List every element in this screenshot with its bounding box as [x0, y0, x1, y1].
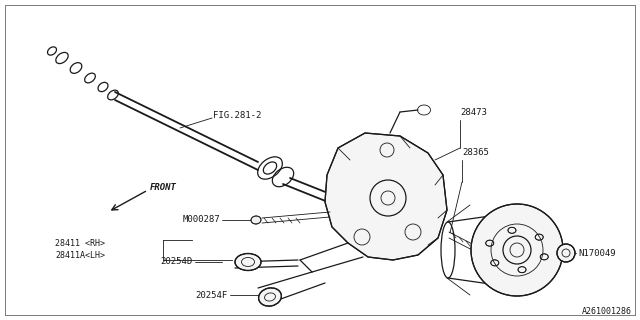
Ellipse shape: [486, 240, 493, 246]
Ellipse shape: [540, 254, 548, 260]
Text: 28411A<LH>: 28411A<LH>: [55, 252, 105, 260]
Ellipse shape: [251, 216, 261, 224]
Circle shape: [557, 244, 575, 262]
Ellipse shape: [235, 253, 261, 270]
Text: 28473: 28473: [460, 108, 487, 116]
Ellipse shape: [535, 234, 543, 240]
Ellipse shape: [259, 288, 282, 306]
Text: N170049: N170049: [578, 249, 616, 258]
Polygon shape: [325, 133, 447, 260]
Text: M000287: M000287: [182, 215, 220, 225]
Text: A261001286: A261001286: [582, 308, 632, 316]
Ellipse shape: [491, 260, 499, 266]
Ellipse shape: [518, 267, 526, 273]
Text: 28411 <RH>: 28411 <RH>: [55, 238, 105, 247]
Text: 28365: 28365: [462, 148, 489, 156]
Ellipse shape: [508, 227, 516, 233]
Text: 20254D: 20254D: [161, 258, 193, 267]
Text: FIG.281-2: FIG.281-2: [213, 110, 261, 119]
Text: 20254F: 20254F: [196, 291, 228, 300]
Circle shape: [471, 204, 563, 296]
Text: FRONT: FRONT: [150, 182, 177, 191]
